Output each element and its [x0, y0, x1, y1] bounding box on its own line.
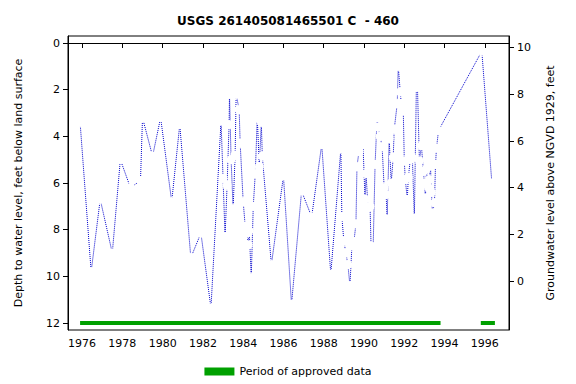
- svg-text:1994: 1994: [431, 337, 459, 350]
- svg-text:1996: 1996: [471, 337, 499, 350]
- svg-text:1988: 1988: [310, 337, 338, 350]
- svg-text:2: 2: [53, 83, 60, 96]
- svg-text:8: 8: [517, 88, 524, 101]
- svg-text:0: 0: [517, 275, 524, 288]
- svg-text:Depth to water level, feet bel: Depth to water level, feet below land su…: [12, 58, 25, 307]
- svg-text:2: 2: [517, 228, 524, 241]
- svg-text:1990: 1990: [350, 337, 378, 350]
- svg-text:8: 8: [53, 223, 60, 236]
- svg-text:1976: 1976: [68, 337, 96, 350]
- svg-text:1982: 1982: [189, 337, 217, 350]
- svg-text:6: 6: [517, 135, 524, 148]
- svg-text:1978: 1978: [108, 337, 136, 350]
- svg-text:Groundwater level above NGVD 1: Groundwater level above NGVD 1929, feet: [544, 65, 557, 301]
- svg-text:0: 0: [53, 37, 60, 50]
- svg-text:1992: 1992: [390, 337, 418, 350]
- svg-text:6: 6: [53, 177, 60, 190]
- svg-text:Period of approved data: Period of approved data: [239, 365, 371, 378]
- svg-text:10: 10: [517, 41, 531, 54]
- svg-text:1980: 1980: [149, 337, 177, 350]
- svg-text:4: 4: [53, 130, 60, 143]
- svg-text:4: 4: [517, 181, 524, 194]
- svg-text:1986: 1986: [269, 337, 297, 350]
- svg-text:USGS 261405081465501 C - 460: USGS 261405081465501 C - 460: [177, 14, 399, 28]
- svg-text:10: 10: [46, 270, 60, 283]
- svg-text:12: 12: [46, 317, 60, 330]
- svg-text:1984: 1984: [229, 337, 257, 350]
